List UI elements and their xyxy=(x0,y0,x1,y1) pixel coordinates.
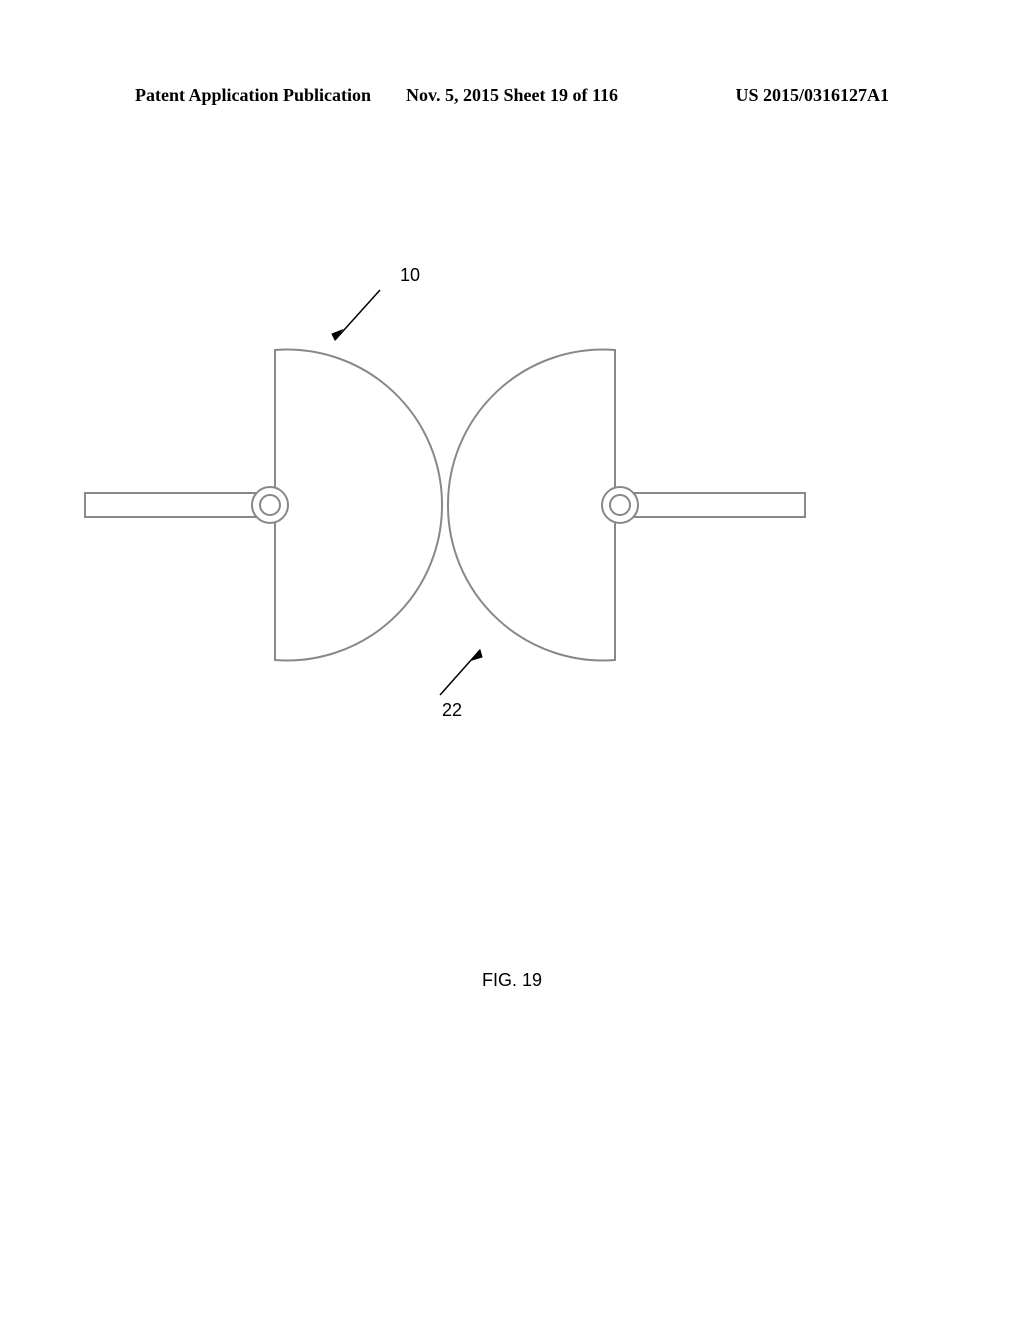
header-date-sheet: Nov. 5, 2015 Sheet 19 of 116 xyxy=(386,85,637,106)
ref-label-10: 10 xyxy=(400,265,420,286)
page-header: Patent Application Publication Nov. 5, 2… xyxy=(0,85,1024,106)
header-publication-type: Patent Application Publication xyxy=(135,85,386,106)
ref-label-22: 22 xyxy=(442,700,462,721)
figure-svg xyxy=(0,260,1024,760)
figure-caption: FIG. 19 xyxy=(0,970,1024,991)
figure-drawing xyxy=(0,260,1024,760)
header-doc-number: US 2015/0316127A1 xyxy=(638,85,889,106)
